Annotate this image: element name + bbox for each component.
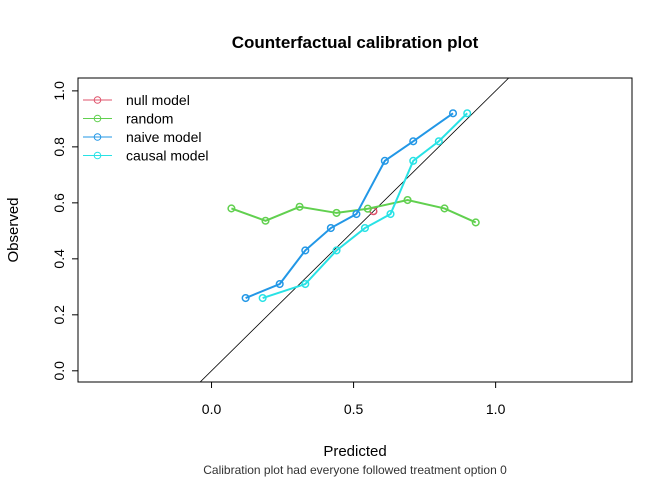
data-point: [409, 156, 418, 165]
x-tick-label: 1.0: [486, 401, 506, 417]
series-causal-model: [258, 109, 472, 303]
y-tick-label: 0.8: [51, 137, 67, 157]
data-point: [403, 195, 412, 205]
y-tick-label: 0.4: [51, 249, 67, 269]
plot-frame: [77, 77, 633, 383]
data-point: [409, 137, 418, 146]
data-point: [380, 156, 389, 165]
series-line: [262, 112, 468, 299]
data-point: [463, 109, 472, 118]
legend-marker: [93, 96, 102, 104]
data-point: [448, 109, 458, 118]
legend-label: random: [126, 111, 173, 127]
legend-marker: [93, 114, 102, 123]
y-tick-label: 1.0: [51, 81, 67, 101]
data-point: [471, 218, 480, 227]
data-point: [275, 279, 284, 289]
series-line: [245, 112, 454, 299]
reference-line: [199, 78, 510, 382]
data-point: [301, 279, 310, 289]
y-tick-label: 0.2: [51, 305, 67, 325]
data-point: [440, 204, 449, 213]
data-point: [352, 209, 361, 219]
data-point: [301, 246, 310, 255]
chart-subtitle: Calibration plot had everyone followed t…: [203, 463, 507, 477]
x-tick-label: 0.0: [202, 401, 222, 417]
plot-area: [199, 78, 510, 382]
x-tick-label: 0.5: [344, 401, 364, 417]
legend-label: null model: [126, 92, 190, 108]
data-point: [332, 246, 341, 255]
x-axis-label: Predicted: [323, 443, 386, 460]
legend: null model random naive model causal model: [83, 92, 209, 164]
y-tick-label: 0.6: [51, 193, 67, 213]
data-point: [386, 209, 395, 219]
series-line: [231, 199, 477, 224]
legend-label: naive model: [126, 129, 202, 145]
data-point: [326, 223, 335, 233]
data-point: [295, 202, 304, 211]
legend-marker: [93, 133, 102, 141]
data-point: [258, 293, 267, 303]
data-point: [241, 293, 250, 303]
chart-title: Counterfactual calibration plot: [232, 33, 479, 52]
data-point: [363, 204, 372, 213]
y-tick-label: 0.0: [51, 361, 67, 381]
series-random: [227, 195, 480, 227]
legend-marker: [93, 151, 102, 160]
data-point: [227, 204, 236, 213]
y-axis-label: Observed: [5, 197, 22, 262]
data-point: [360, 223, 369, 233]
data-point: [261, 216, 270, 225]
legend-label: causal model: [126, 148, 209, 164]
data-point: [434, 137, 443, 146]
data-point: [332, 208, 341, 217]
series-naive-model: [241, 109, 458, 303]
